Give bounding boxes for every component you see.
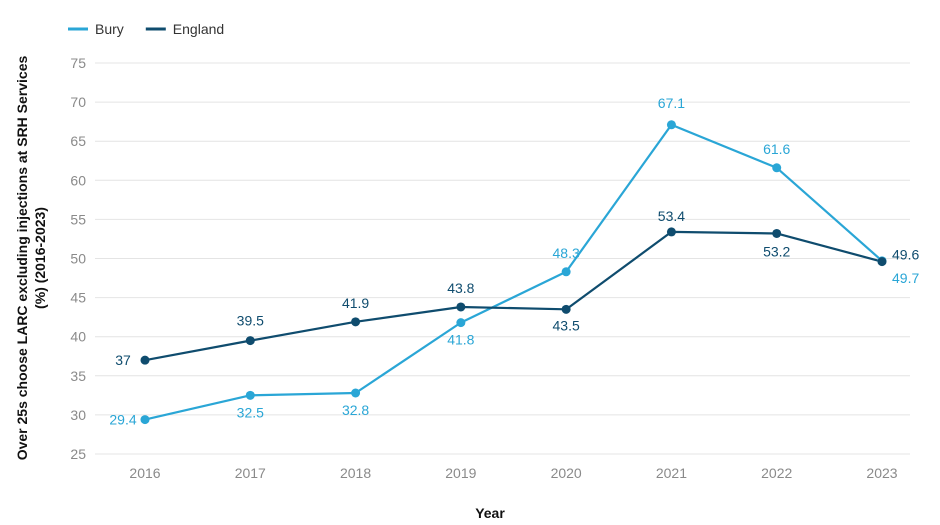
data-label-bury: 32.5 bbox=[237, 404, 264, 420]
y-tick-label: 25 bbox=[70, 446, 86, 462]
data-label-england: 37 bbox=[115, 352, 131, 368]
y-tick-label: 60 bbox=[70, 172, 86, 188]
gridlines bbox=[95, 62, 910, 455]
data-label-england: 41.9 bbox=[342, 295, 369, 311]
data-point-bury[interactable] bbox=[666, 120, 676, 130]
data-label-england: 53.2 bbox=[763, 243, 790, 259]
data-point-england[interactable] bbox=[561, 304, 571, 314]
data-point-bury[interactable] bbox=[561, 267, 571, 277]
data-labels: 29.4 32.5 32.8 41.8 48.3 67.1 61.6 49.7 37 39.5 41… bbox=[109, 95, 919, 428]
data-label-bury: 48.3 bbox=[553, 245, 580, 261]
data-label-bury: 41.8 bbox=[447, 332, 474, 348]
data-point-england[interactable] bbox=[456, 302, 466, 312]
legend[interactable]: Bury England bbox=[68, 21, 224, 37]
x-tick-label: 2020 bbox=[551, 465, 582, 481]
data-label-bury: 61.6 bbox=[763, 141, 790, 157]
data-label-england: 43.5 bbox=[553, 317, 580, 333]
data-label-bury: 67.1 bbox=[658, 95, 685, 111]
x-tick-label: 2016 bbox=[129, 465, 160, 481]
y-tick-label: 70 bbox=[70, 94, 86, 110]
y-tick-label: 35 bbox=[70, 368, 86, 384]
x-tick-label: 2017 bbox=[235, 465, 266, 481]
data-point-england[interactable] bbox=[140, 355, 150, 365]
series-group bbox=[140, 120, 887, 425]
data-point-bury[interactable] bbox=[351, 388, 361, 398]
data-point-bury[interactable] bbox=[245, 390, 255, 400]
data-label-england: 39.5 bbox=[237, 313, 264, 329]
legend-label-england[interactable]: England bbox=[173, 21, 224, 37]
data-label-england: 43.8 bbox=[447, 280, 474, 296]
data-label-bury: 49.7 bbox=[892, 270, 919, 286]
x-axis-title: Year bbox=[475, 505, 505, 521]
y-tick-label: 75 bbox=[70, 55, 86, 71]
data-label-bury: 29.4 bbox=[109, 412, 136, 428]
y-axis-title: Over 25s choose LARC excluding injection… bbox=[14, 55, 48, 460]
data-point-bury[interactable] bbox=[140, 415, 150, 425]
x-tick-label: 2023 bbox=[866, 465, 897, 481]
data-label-bury: 32.8 bbox=[342, 402, 369, 418]
data-point-england[interactable] bbox=[877, 257, 887, 267]
series-line-england bbox=[144, 230, 883, 362]
x-axis-ticks: 2016 2017 2018 2019 2020 2021 2022 2023 bbox=[129, 465, 897, 481]
y-tick-label: 40 bbox=[70, 329, 86, 345]
data-point-england[interactable] bbox=[666, 227, 676, 237]
data-point-england[interactable] bbox=[245, 336, 255, 346]
data-point-bury[interactable] bbox=[772, 163, 782, 173]
x-tick-label: 2018 bbox=[340, 465, 371, 481]
data-point-england[interactable] bbox=[772, 228, 782, 238]
y-tick-label: 30 bbox=[70, 407, 86, 423]
legend-label-bury[interactable]: Bury bbox=[95, 21, 124, 37]
y-axis-ticks: 25 30 35 40 45 50 55 60 65 70 75 bbox=[70, 55, 86, 462]
y-tick-label: 65 bbox=[70, 133, 86, 149]
x-tick-label: 2022 bbox=[761, 465, 792, 481]
data-label-england: 49.6 bbox=[892, 247, 919, 263]
y-tick-label: 45 bbox=[70, 290, 86, 306]
data-point-england[interactable] bbox=[351, 317, 361, 327]
y-tick-label: 55 bbox=[70, 211, 86, 227]
data-label-england: 53.4 bbox=[658, 208, 685, 224]
x-tick-label: 2021 bbox=[656, 465, 687, 481]
y-tick-label: 50 bbox=[70, 251, 86, 267]
data-point-bury[interactable] bbox=[456, 318, 466, 328]
series-line-bury bbox=[144, 123, 883, 421]
x-tick-label: 2019 bbox=[445, 465, 476, 481]
